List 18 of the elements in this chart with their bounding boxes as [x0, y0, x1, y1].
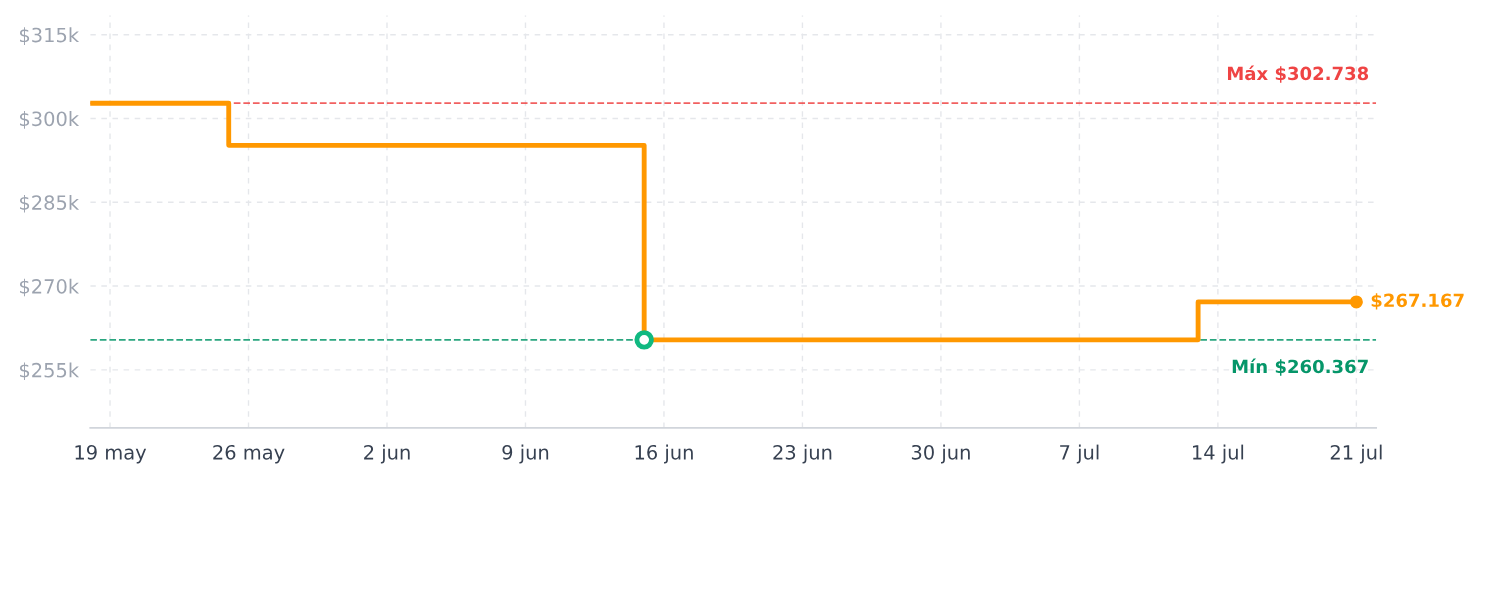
y-tick-label: $285k: [20, 194, 80, 213]
x-tick-label: 23 jun: [773, 444, 832, 464]
y-tick-label: $300k: [20, 111, 80, 129]
x-tick-label: 9 jun: [502, 444, 549, 464]
y-tick-label: $315k: [20, 27, 80, 45]
data-label: $267.167: [1371, 293, 1464, 310]
y-tick-label: $270k: [20, 278, 80, 297]
x-tick-label: 30 jun: [911, 444, 970, 464]
ref-line-label: Máx $302.738: [1227, 65, 1369, 83]
x-tick-label: 21 jul: [1330, 444, 1382, 464]
x-tick-label: 14 jul: [1193, 444, 1244, 464]
x-tick-label: 7 jul: [1060, 444, 1099, 464]
x-tick-label: 16 jun: [635, 444, 693, 464]
x-tick-label: 2 jun: [364, 444, 410, 464]
ref-line-label: Mín $260.367: [1232, 358, 1368, 376]
x-tick-label: 26 may: [213, 444, 285, 464]
y-tick-label: $255k: [20, 362, 80, 381]
x-tick-label: 19 may: [75, 444, 147, 464]
